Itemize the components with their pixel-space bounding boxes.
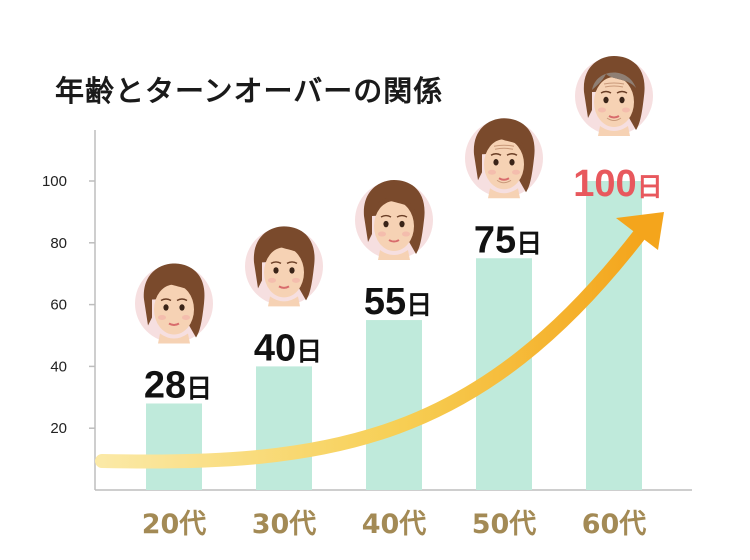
age-face-icon [134,262,214,345]
bar [366,320,422,490]
value-label: 75日 [474,219,542,261]
value-label: 40日 [254,327,322,369]
category-label: 50代 [472,509,537,540]
age-face-icon [574,55,654,137]
category-label: 40代 [362,509,427,540]
age-face-icon [464,117,544,200]
value-label: 28日 [144,364,212,406]
y-tick-label: 100 [42,173,67,190]
chart-title: 年齢とターンオーバーの関係 [55,74,444,108]
wrinkle-lines-icon [493,144,515,184]
trend-arrowhead [616,212,664,250]
y-tick-label: 20 [50,420,67,437]
category-label: 60代 [582,509,647,540]
category-label: 30代 [252,509,317,540]
age-face-icon [354,179,434,262]
bar [146,403,202,490]
y-tick-label: 80 [50,235,67,252]
category-label: 20代 [142,509,207,540]
trend-arrow [95,227,647,469]
value-label: 55日 [364,281,432,323]
y-tick-label: 40 [50,358,67,375]
wrinkle-lines-icon [592,72,636,121]
bar [256,366,312,490]
y-tick-label: 60 [50,297,67,314]
age-face-icon [244,225,324,308]
value-label: 100日 [573,163,662,205]
